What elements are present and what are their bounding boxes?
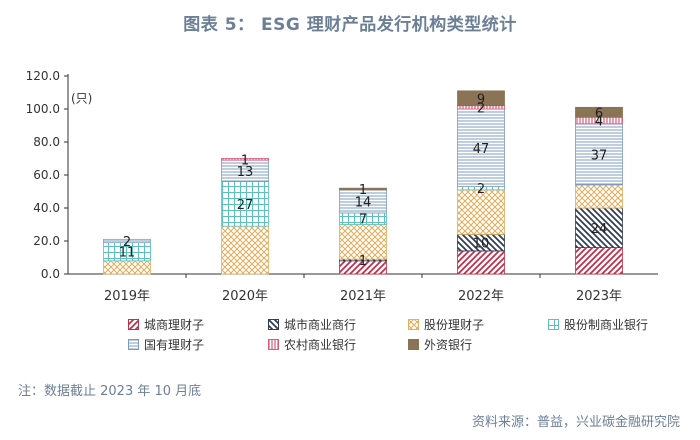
bar-segment <box>575 123 623 186</box>
data-label: 1 <box>359 254 367 269</box>
data-label: 2 <box>123 235 131 250</box>
legend-label: 外资银行 <box>424 338 473 352</box>
legend-label: 农村商业银行 <box>284 338 357 352</box>
legend-swatch <box>128 339 139 350</box>
data-label: 14 <box>355 195 372 210</box>
bar-segment <box>575 207 623 248</box>
legend-item: 国有理财子 <box>128 336 204 353</box>
data-label: 2 <box>477 182 485 197</box>
data-label: 9 <box>477 92 485 107</box>
legend-item: 外资银行 <box>408 336 472 353</box>
y-tick-label: 0.0 <box>41 267 60 281</box>
legend-label: 股份制商业银行 <box>564 318 649 332</box>
x-tick-label: 2020年 <box>222 289 268 304</box>
legend-item: 股份制商业银行 <box>548 316 648 333</box>
y-tick-label: 100.0 <box>26 102 60 116</box>
legend-label: 股份理财子 <box>424 318 485 332</box>
bar-segment <box>221 158 269 161</box>
bar-segment <box>103 260 151 275</box>
legend-swatch <box>548 319 559 330</box>
bar-segment <box>339 187 387 191</box>
data-label: 11 <box>119 246 136 261</box>
bar-segment <box>339 224 387 260</box>
legend-swatch <box>408 319 419 330</box>
bar-segment <box>575 247 623 275</box>
legend-label: 国有理财子 <box>144 338 205 352</box>
legend-swatch <box>268 319 279 330</box>
y-tick-label: 80.0 <box>33 135 60 149</box>
data-label: 4 <box>595 115 603 130</box>
data-label: 7 <box>359 213 367 228</box>
legend-swatch <box>268 339 279 350</box>
x-tick-label: 2022年 <box>458 289 504 304</box>
data-label: 27 <box>237 198 254 213</box>
data-note: 注：数据截止 2023 年 10 月底 <box>18 384 202 399</box>
legend-label: 城市商业商行 <box>284 318 357 332</box>
y-tick-label: 20.0 <box>33 234 60 248</box>
x-tick-label: 2023年 <box>576 289 622 304</box>
legend-item: 城市商业商行 <box>268 316 356 333</box>
bar-segment <box>221 181 269 227</box>
y-tick-label: 60.0 <box>33 168 60 182</box>
y-tick-label: 40.0 <box>33 201 60 215</box>
bar-segment <box>457 108 505 187</box>
legend-item: 农村商业银行 <box>268 336 356 353</box>
bar-segment <box>103 238 151 244</box>
data-label: 13 <box>237 165 254 180</box>
legend-item: 股份理财子 <box>408 316 484 333</box>
data-label: 47 <box>473 142 490 157</box>
x-tick-label: 2019年 <box>104 289 150 304</box>
data-label: 24 <box>591 222 608 237</box>
chart-title: 图表 5： ESG 理财产品发行机构类型统计 <box>183 15 517 35</box>
bar-segment <box>457 90 505 107</box>
bar-segment <box>575 184 623 209</box>
data-label: 10 <box>473 237 490 252</box>
data-label: 37 <box>591 148 608 163</box>
x-tick-label: 2021年 <box>340 289 386 304</box>
legend-label: 城商理财子 <box>144 318 205 332</box>
data-label: 2 <box>477 101 485 116</box>
bar-segment <box>575 106 623 118</box>
data-label: 1 <box>359 183 367 198</box>
legend-swatch <box>408 339 419 350</box>
data-label: 1 <box>241 153 249 168</box>
bar-segment <box>457 250 505 275</box>
y-axis-label: (只) <box>71 91 92 105</box>
data-source: 资料来源：普益，兴业碳金融研究院 <box>471 415 680 430</box>
legend-swatch <box>128 319 139 330</box>
y-tick-label: 120.0 <box>26 69 60 83</box>
bar-segment <box>221 225 269 275</box>
data-label: 6 <box>595 106 603 121</box>
legend-item: 城商理财子 <box>128 316 204 333</box>
